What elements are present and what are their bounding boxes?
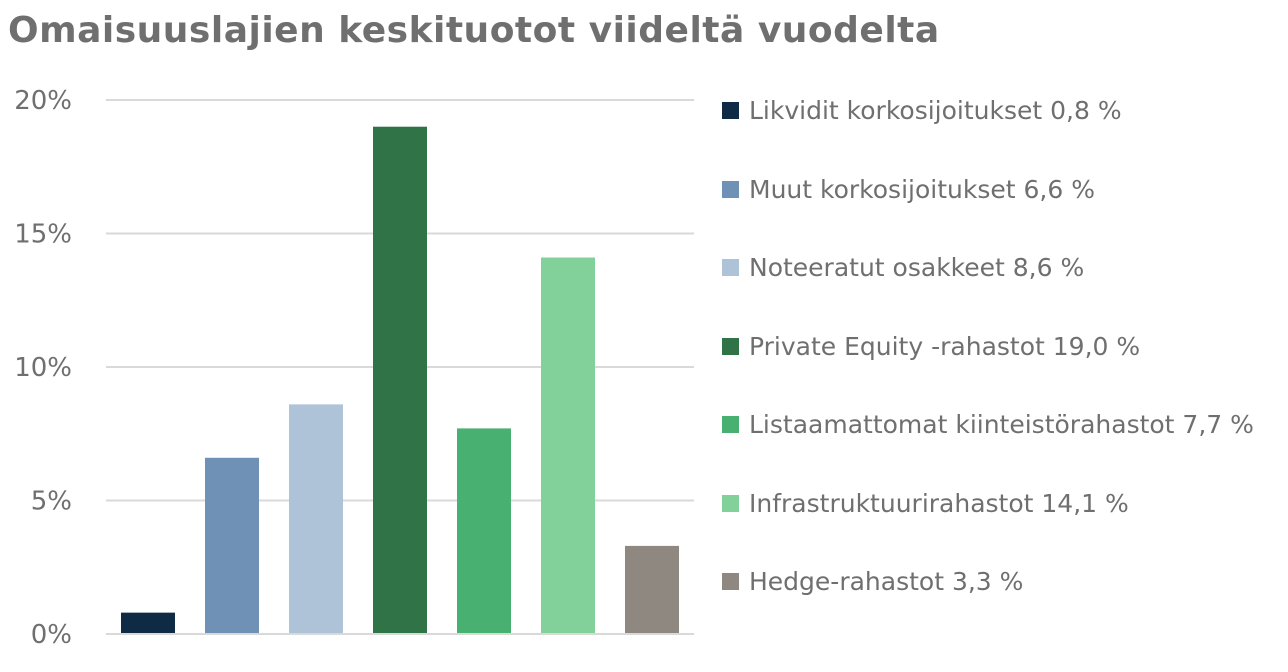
y-tick-label: 10% <box>14 353 72 383</box>
bar <box>205 457 259 634</box>
chart-title: Omaisuuslajien keskituotot viideltä vuod… <box>8 10 940 51</box>
legend-label: Infrastruktuurirahastot 14,1 % <box>749 488 1129 518</box>
bar <box>541 257 595 634</box>
bar <box>457 428 511 634</box>
y-tick-label: 0% <box>31 620 72 650</box>
legend-item: Muut korkosijoitukset 6,6 % <box>722 175 1095 204</box>
bar <box>625 545 679 634</box>
legend-label: Noteeratut osakkeet 8,6 % <box>749 253 1085 282</box>
y-tick-label: 20% <box>14 86 72 116</box>
legend-label: Hedge-rahastot 3,3 % <box>749 567 1024 596</box>
legend-swatch <box>722 416 739 433</box>
bar <box>121 612 175 634</box>
legend-item: Noteeratut osakkeet 8,6 % <box>722 253 1084 282</box>
legend-item: Listaamattomat kiinteistörahastot 7,7 % <box>722 410 1254 439</box>
y-tick-label: 15% <box>14 220 72 250</box>
legend-swatch <box>722 102 739 119</box>
legend-swatch <box>722 337 739 355</box>
legend-label: Muut korkosijoitukset 6,6 % <box>749 174 1095 204</box>
legend-label: Listaamattomat kiinteistörahastot 7,7 % <box>749 410 1254 439</box>
legend-item: Infrastruktuurirahastot 14,1 % <box>722 489 1129 518</box>
y-tick-label: 5% <box>31 487 72 517</box>
legend-item: Private Equity -rahastot 19,0 % <box>722 332 1140 361</box>
legend-label: Private Equity -rahastot 19,0 % <box>749 331 1141 361</box>
legend-item: Hedge-rahastot 3,3 % <box>722 567 1023 596</box>
bar <box>373 126 427 634</box>
legend-label: Likvidit korkosijoitukset 0,8 % <box>749 96 1122 125</box>
legend-item: Likvidit korkosijoitukset 0,8 % <box>722 96 1122 125</box>
legend-swatch <box>722 180 739 198</box>
bar <box>289 404 343 634</box>
legend-swatch <box>722 494 739 512</box>
legend-swatch <box>722 573 739 590</box>
y-axis-ticks: 0% 5% 10% 15% 20% <box>14 86 72 650</box>
bars <box>121 126 679 634</box>
legend-swatch <box>722 259 739 276</box>
